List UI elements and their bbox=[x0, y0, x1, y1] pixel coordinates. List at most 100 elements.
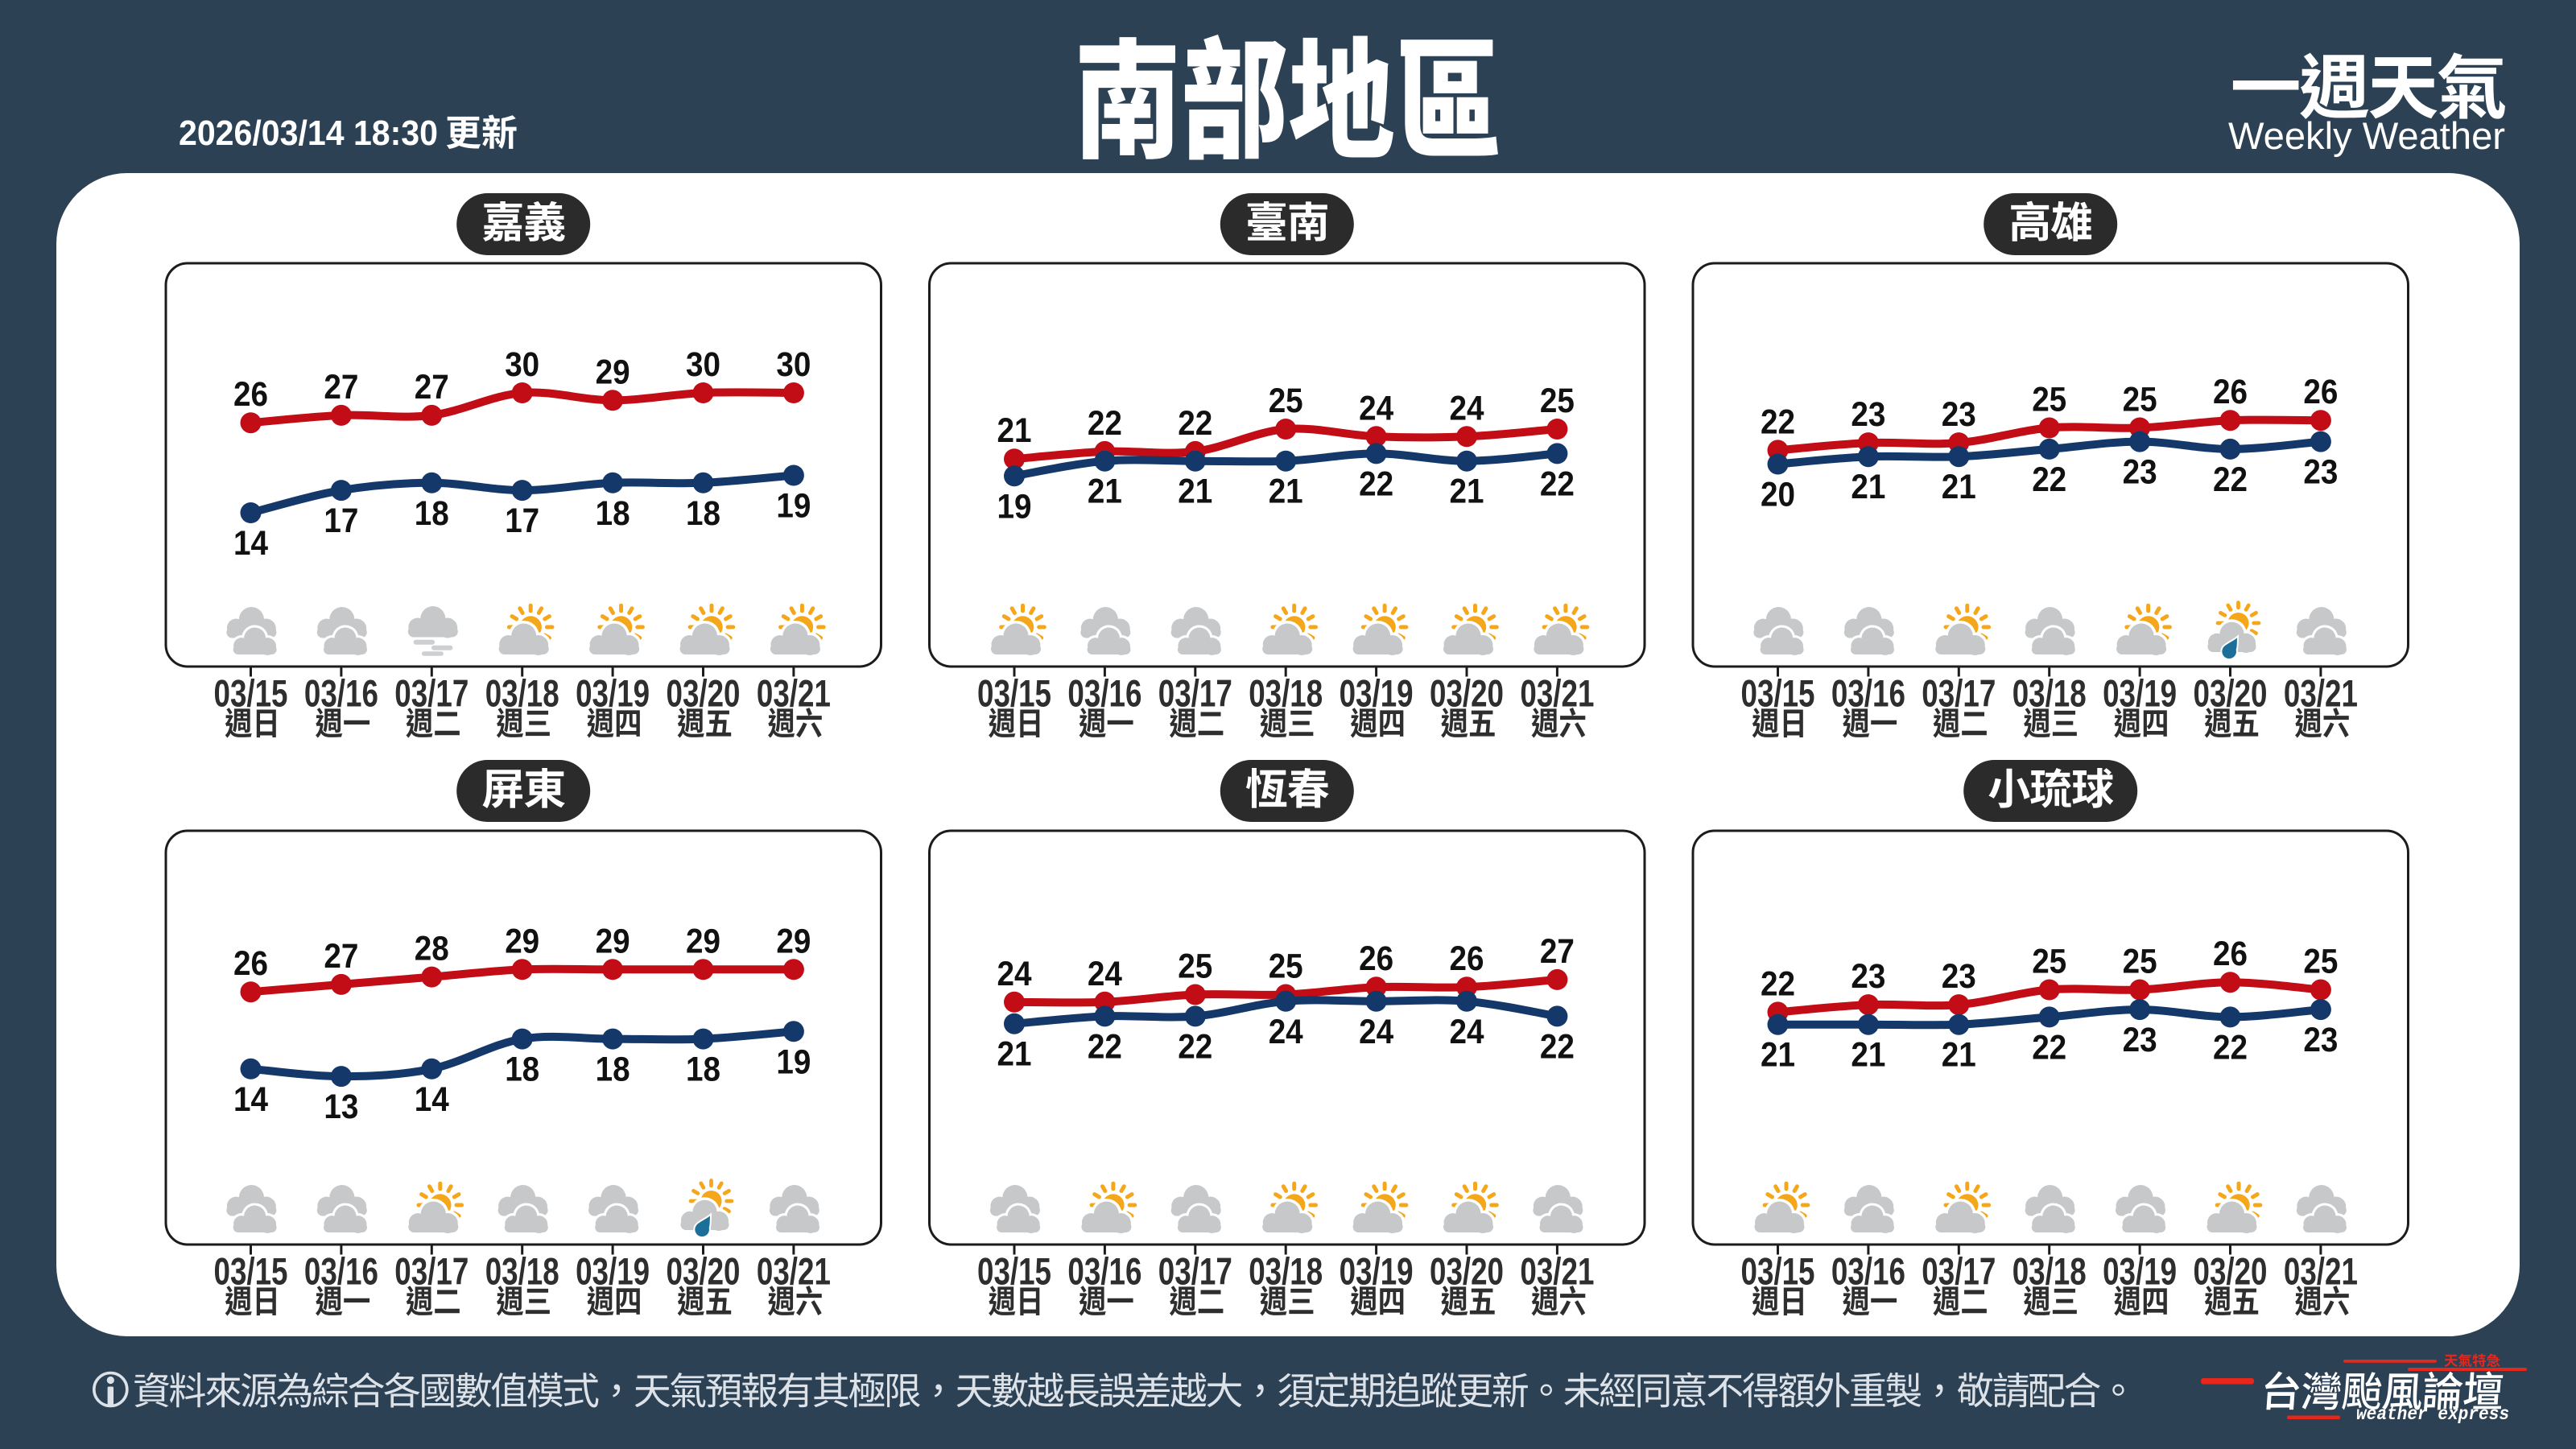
svg-text:03/18: 03/18 bbox=[485, 1250, 559, 1293]
svg-text:03/20: 03/20 bbox=[667, 1250, 741, 1293]
svg-text:03/21: 03/21 bbox=[1520, 1250, 1594, 1293]
svg-text:26: 26 bbox=[2213, 373, 2248, 411]
svg-text:03/19: 03/19 bbox=[1340, 1250, 1414, 1293]
svg-text:21: 21 bbox=[1269, 473, 1303, 511]
svg-text:27: 27 bbox=[324, 937, 358, 976]
svg-text:03/15: 03/15 bbox=[214, 672, 288, 715]
svg-text:03/16: 03/16 bbox=[1831, 672, 1905, 715]
svg-text:22: 22 bbox=[2213, 460, 2248, 499]
svg-text:25: 25 bbox=[1269, 382, 1303, 420]
svg-text:29: 29 bbox=[505, 922, 539, 960]
svg-text:19: 19 bbox=[776, 1042, 811, 1081]
svg-text:03/16: 03/16 bbox=[304, 1250, 378, 1293]
svg-text:25: 25 bbox=[2123, 943, 2157, 981]
svg-text:26: 26 bbox=[233, 944, 268, 983]
svg-text:20: 20 bbox=[1761, 476, 1795, 514]
svg-text:23: 23 bbox=[1942, 395, 1976, 434]
svg-text:03/16: 03/16 bbox=[304, 672, 378, 715]
svg-text:30: 30 bbox=[505, 345, 539, 384]
svg-text:21: 21 bbox=[1761, 1036, 1795, 1075]
svg-text:2026/03/14 18:30: 2026/03/14 18:30 bbox=[179, 114, 438, 153]
svg-text:23: 23 bbox=[1851, 395, 1885, 434]
svg-text:03/17: 03/17 bbox=[1922, 672, 1996, 715]
svg-text:27: 27 bbox=[1540, 932, 1575, 971]
svg-text:18: 18 bbox=[596, 494, 630, 533]
svg-text:03/19: 03/19 bbox=[1340, 672, 1414, 715]
svg-text:17: 17 bbox=[505, 502, 539, 540]
svg-text:24: 24 bbox=[1269, 1013, 1303, 1051]
svg-text:03/20: 03/20 bbox=[2194, 672, 2268, 715]
svg-text:30: 30 bbox=[686, 345, 720, 384]
svg-text:18: 18 bbox=[415, 494, 449, 533]
svg-text:14: 14 bbox=[233, 1080, 268, 1119]
svg-text:03/16: 03/16 bbox=[1831, 1250, 1905, 1293]
svg-text:22: 22 bbox=[1178, 404, 1212, 443]
svg-text:22: 22 bbox=[2213, 1028, 2248, 1067]
svg-text:30: 30 bbox=[776, 345, 811, 384]
svg-text:22: 22 bbox=[1088, 404, 1122, 443]
svg-text:26: 26 bbox=[233, 375, 268, 414]
svg-text:03/20: 03/20 bbox=[667, 672, 741, 715]
svg-text:29: 29 bbox=[776, 922, 811, 960]
svg-text:03/15: 03/15 bbox=[1741, 672, 1815, 715]
svg-text:21: 21 bbox=[1178, 473, 1212, 511]
svg-text:21: 21 bbox=[1942, 468, 1976, 506]
svg-text:21: 21 bbox=[1851, 1036, 1885, 1075]
svg-text:25: 25 bbox=[2032, 381, 2066, 419]
svg-text:25: 25 bbox=[2303, 943, 2338, 981]
svg-text:18: 18 bbox=[686, 494, 720, 533]
svg-text:28: 28 bbox=[415, 930, 449, 968]
svg-text:weather express: weather express bbox=[2356, 1404, 2509, 1425]
svg-text:03/16: 03/16 bbox=[1067, 672, 1141, 715]
svg-text:29: 29 bbox=[596, 353, 630, 391]
svg-text:03/15: 03/15 bbox=[977, 672, 1051, 715]
svg-text:22: 22 bbox=[2032, 460, 2066, 499]
svg-text:24: 24 bbox=[1450, 1013, 1484, 1051]
svg-text:03/18: 03/18 bbox=[1249, 672, 1323, 715]
svg-text:26: 26 bbox=[2213, 935, 2248, 973]
svg-text:22: 22 bbox=[1359, 464, 1393, 503]
svg-text:24: 24 bbox=[1359, 1013, 1393, 1051]
svg-text:21: 21 bbox=[997, 1035, 1032, 1074]
svg-text:21: 21 bbox=[997, 411, 1032, 450]
svg-text:17: 17 bbox=[324, 502, 358, 540]
svg-text:23: 23 bbox=[2123, 453, 2157, 492]
svg-text:24: 24 bbox=[997, 955, 1032, 993]
svg-text:21: 21 bbox=[1851, 468, 1885, 506]
svg-text:22: 22 bbox=[1761, 964, 1795, 1003]
svg-text:25: 25 bbox=[2032, 943, 2066, 981]
svg-text:27: 27 bbox=[324, 368, 358, 407]
svg-text:03/17: 03/17 bbox=[1158, 1250, 1232, 1293]
svg-text:21: 21 bbox=[1088, 473, 1122, 511]
svg-text:24: 24 bbox=[1088, 955, 1122, 993]
svg-text:18: 18 bbox=[686, 1051, 720, 1089]
svg-text:03/17: 03/17 bbox=[394, 1250, 469, 1293]
svg-text:19: 19 bbox=[997, 487, 1032, 526]
svg-text:Weekly Weather: Weekly Weather bbox=[2228, 114, 2505, 157]
svg-text:03/19: 03/19 bbox=[2103, 1250, 2177, 1293]
svg-text:22: 22 bbox=[1088, 1027, 1122, 1066]
svg-text:23: 23 bbox=[2123, 1021, 2157, 1059]
svg-text:03/19: 03/19 bbox=[2103, 672, 2177, 715]
svg-text:18: 18 bbox=[505, 1051, 539, 1089]
svg-text:03/16: 03/16 bbox=[1067, 1250, 1141, 1293]
svg-text:22: 22 bbox=[1540, 464, 1575, 503]
svg-text:03/15: 03/15 bbox=[977, 1250, 1051, 1293]
svg-text:19: 19 bbox=[776, 487, 811, 526]
svg-text:24: 24 bbox=[1359, 389, 1393, 427]
svg-text:03/21: 03/21 bbox=[757, 1250, 831, 1293]
svg-text:03/18: 03/18 bbox=[2013, 1250, 2087, 1293]
svg-text:23: 23 bbox=[1851, 957, 1885, 996]
svg-text:18: 18 bbox=[596, 1051, 630, 1089]
svg-text:25: 25 bbox=[1269, 947, 1303, 986]
svg-text:26: 26 bbox=[1359, 939, 1393, 978]
svg-text:03/15: 03/15 bbox=[1741, 1250, 1815, 1293]
svg-text:03/20: 03/20 bbox=[2194, 1250, 2268, 1293]
svg-text:03/19: 03/19 bbox=[576, 672, 650, 715]
svg-text:22: 22 bbox=[1178, 1027, 1212, 1066]
svg-text:21: 21 bbox=[1450, 473, 1484, 511]
svg-text:03/17: 03/17 bbox=[1922, 1250, 1996, 1293]
svg-text:03/21: 03/21 bbox=[2284, 672, 2358, 715]
svg-text:03/17: 03/17 bbox=[1158, 672, 1232, 715]
svg-text:03/21: 03/21 bbox=[757, 672, 831, 715]
